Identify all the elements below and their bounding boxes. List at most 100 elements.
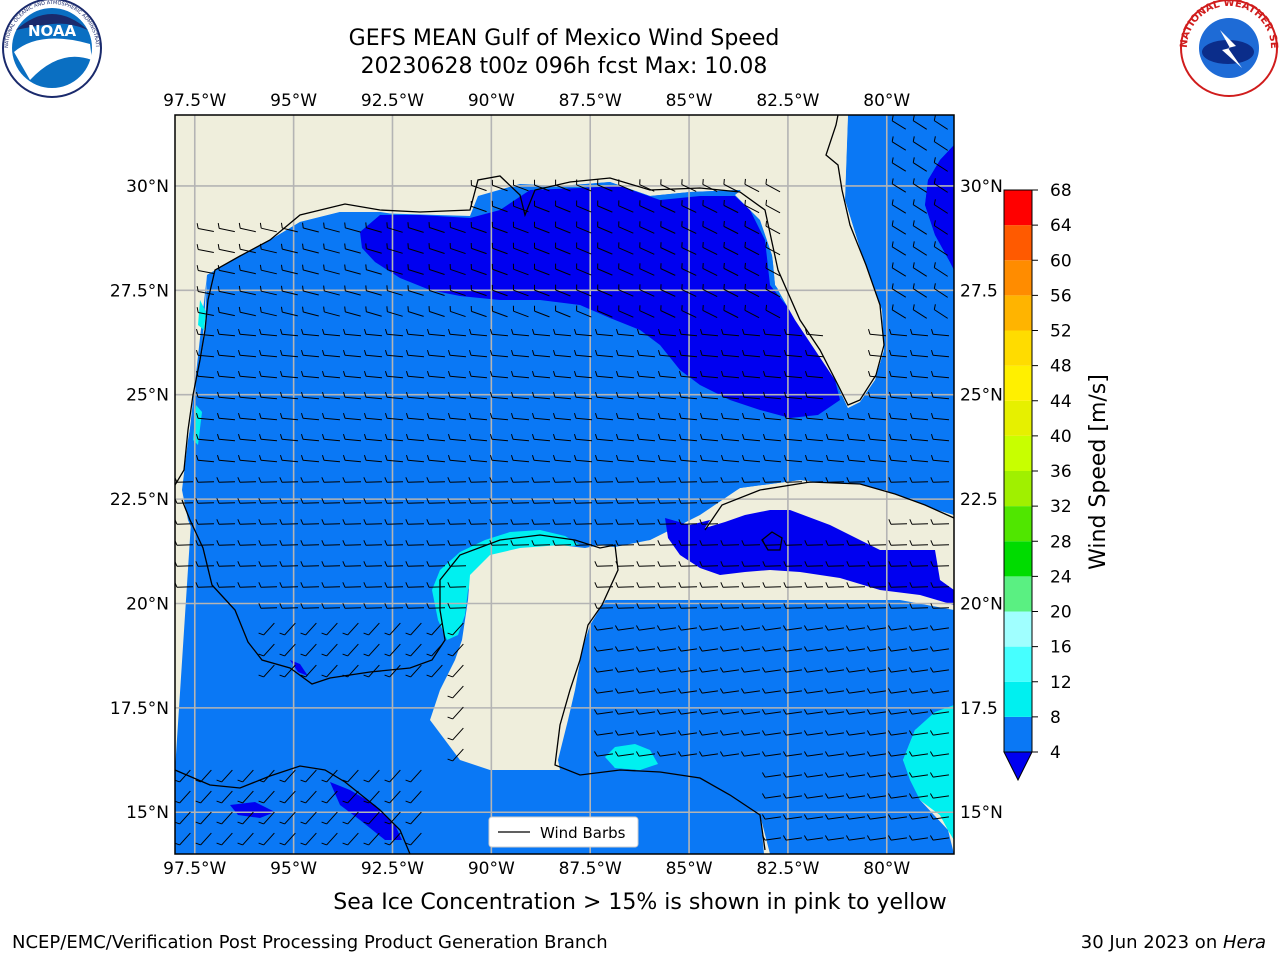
wind-barb-733 (740, 667, 760, 673)
wind-barb-812 (887, 751, 907, 757)
wind-barb-545 (363, 540, 383, 546)
wind-barb-485 (258, 498, 278, 504)
wind-barb-313 (426, 392, 446, 400)
wind-barb-661 (930, 603, 950, 609)
wind-barb-617 (447, 582, 467, 588)
legend-label: Wind Barbs (540, 824, 626, 842)
wind-barb-895 (866, 835, 886, 841)
wind-barb-26 (933, 178, 948, 193)
wind-barb-743 (447, 685, 464, 699)
wind-barb-542 (300, 540, 320, 546)
wind-barb-493 (426, 498, 446, 504)
wind-barb-649 (678, 603, 698, 609)
wind-barb-335 (930, 392, 950, 400)
wind-barb-63 (576, 221, 592, 234)
wind-barb-809 (824, 751, 844, 757)
wind-barb-625 (741, 582, 761, 588)
wind-barb-373 (216, 434, 236, 442)
lon-label-bottom-4: 87.5°W (559, 859, 622, 879)
wind-barb-757 (866, 688, 886, 694)
wind-barb-203 (258, 329, 278, 337)
wind-barb-307 (300, 392, 320, 400)
wind-barb-893 (824, 835, 844, 841)
coastline-pacific (175, 765, 411, 854)
wind-barb-609 (279, 582, 299, 588)
lat-label-left-0: 15°N (126, 803, 169, 823)
wind-barbs-legend: Wind Barbs (488, 816, 639, 848)
wind-barb-771 (782, 709, 802, 715)
wind-barb-225 (720, 329, 740, 337)
wind-barb-377 (300, 434, 320, 442)
wind-barb-801 (656, 751, 676, 757)
wind-barb-379 (342, 434, 362, 442)
wind-barb-365 (804, 413, 824, 421)
wind-barb-686 (887, 625, 907, 631)
wind-barb-476 (846, 477, 866, 483)
wind-barb-94 (576, 242, 592, 255)
colorbar-segment-0 (1004, 716, 1032, 752)
wind-barb-133 (744, 262, 760, 277)
wind-barb-538 (216, 540, 236, 546)
wind-barb-677 (698, 625, 718, 631)
wind-barb-67 (660, 221, 676, 234)
colorbar-segment-6 (1004, 506, 1032, 542)
wind-barb-647 (636, 603, 656, 609)
wind-barb-383 (426, 434, 446, 442)
coastline-gulf-south (181, 499, 766, 851)
wind-barb-112 (302, 264, 319, 275)
low-speed-patch-small (290, 660, 308, 676)
wind-barb-601 (888, 561, 908, 567)
wind-barb-658 (867, 603, 887, 609)
wind-barb-45 (196, 223, 214, 233)
wind-barb-419 (426, 455, 446, 463)
wind-barb-409 (216, 455, 236, 463)
colorbar-tick-label-16: 68 (1050, 181, 1072, 201)
nws-ring-text: NATIONAL WEATHER SERVICE (0, 0, 1279, 49)
wind-barb-747 (656, 688, 676, 694)
colorbar-segment-3 (1004, 611, 1032, 647)
wind-barb-468 (678, 477, 698, 483)
colorbar-tick-label-3: 16 (1050, 638, 1072, 658)
wind-barb-480 (930, 477, 950, 483)
wind-barb-648 (657, 603, 677, 609)
wind-barb-600 (867, 561, 887, 567)
colorbar-under-arrow (1003, 751, 1033, 782)
wind-barb-2 (933, 115, 948, 130)
colorbar-tick-label-10: 44 (1050, 392, 1072, 412)
wind-barb-82 (323, 243, 340, 254)
wind-barb-889 (405, 832, 422, 846)
wind-barb-745 (614, 688, 634, 694)
wind-barb-540 (258, 540, 278, 546)
lon-label-bottom-0: 97.5°W (163, 859, 226, 879)
wind-barb-853 (866, 793, 886, 799)
wind-barb-793 (866, 730, 886, 736)
wind-barb-392 (615, 434, 635, 442)
wind-barb-703 (677, 646, 697, 652)
wind-barb-65 (618, 221, 634, 234)
wind-barb-897 (908, 835, 928, 841)
wind-barb-775 (866, 709, 886, 715)
wind-barb-323 (636, 392, 656, 400)
wind-barb-386 (489, 434, 509, 442)
wind-barb-623 (699, 582, 719, 588)
wind-barb-81 (302, 243, 319, 254)
wind-barb-181 (449, 306, 466, 318)
wind-barb-80 (280, 243, 298, 254)
wind-barb-394 (657, 434, 677, 442)
wind-barb-363 (762, 413, 782, 421)
wind-barb-420 (447, 455, 467, 463)
wind-barb-51 (323, 222, 340, 233)
wind-barb-105 (912, 241, 928, 256)
colorbar-segment-2 (1004, 646, 1032, 682)
wind-barb-710 (824, 646, 844, 652)
wind-barb-460 (510, 477, 530, 483)
wind-barb-833 (887, 772, 907, 778)
wind-barb-408 (195, 455, 215, 463)
wind-barb-773 (824, 709, 844, 715)
wind-barb-227 (762, 329, 782, 337)
wind-barb-134 (765, 262, 781, 277)
wind-barb-218 (573, 329, 593, 337)
wind-barb-388 (531, 434, 551, 442)
wind-barb-238 (279, 350, 299, 358)
wind-barb-70 (723, 220, 739, 235)
